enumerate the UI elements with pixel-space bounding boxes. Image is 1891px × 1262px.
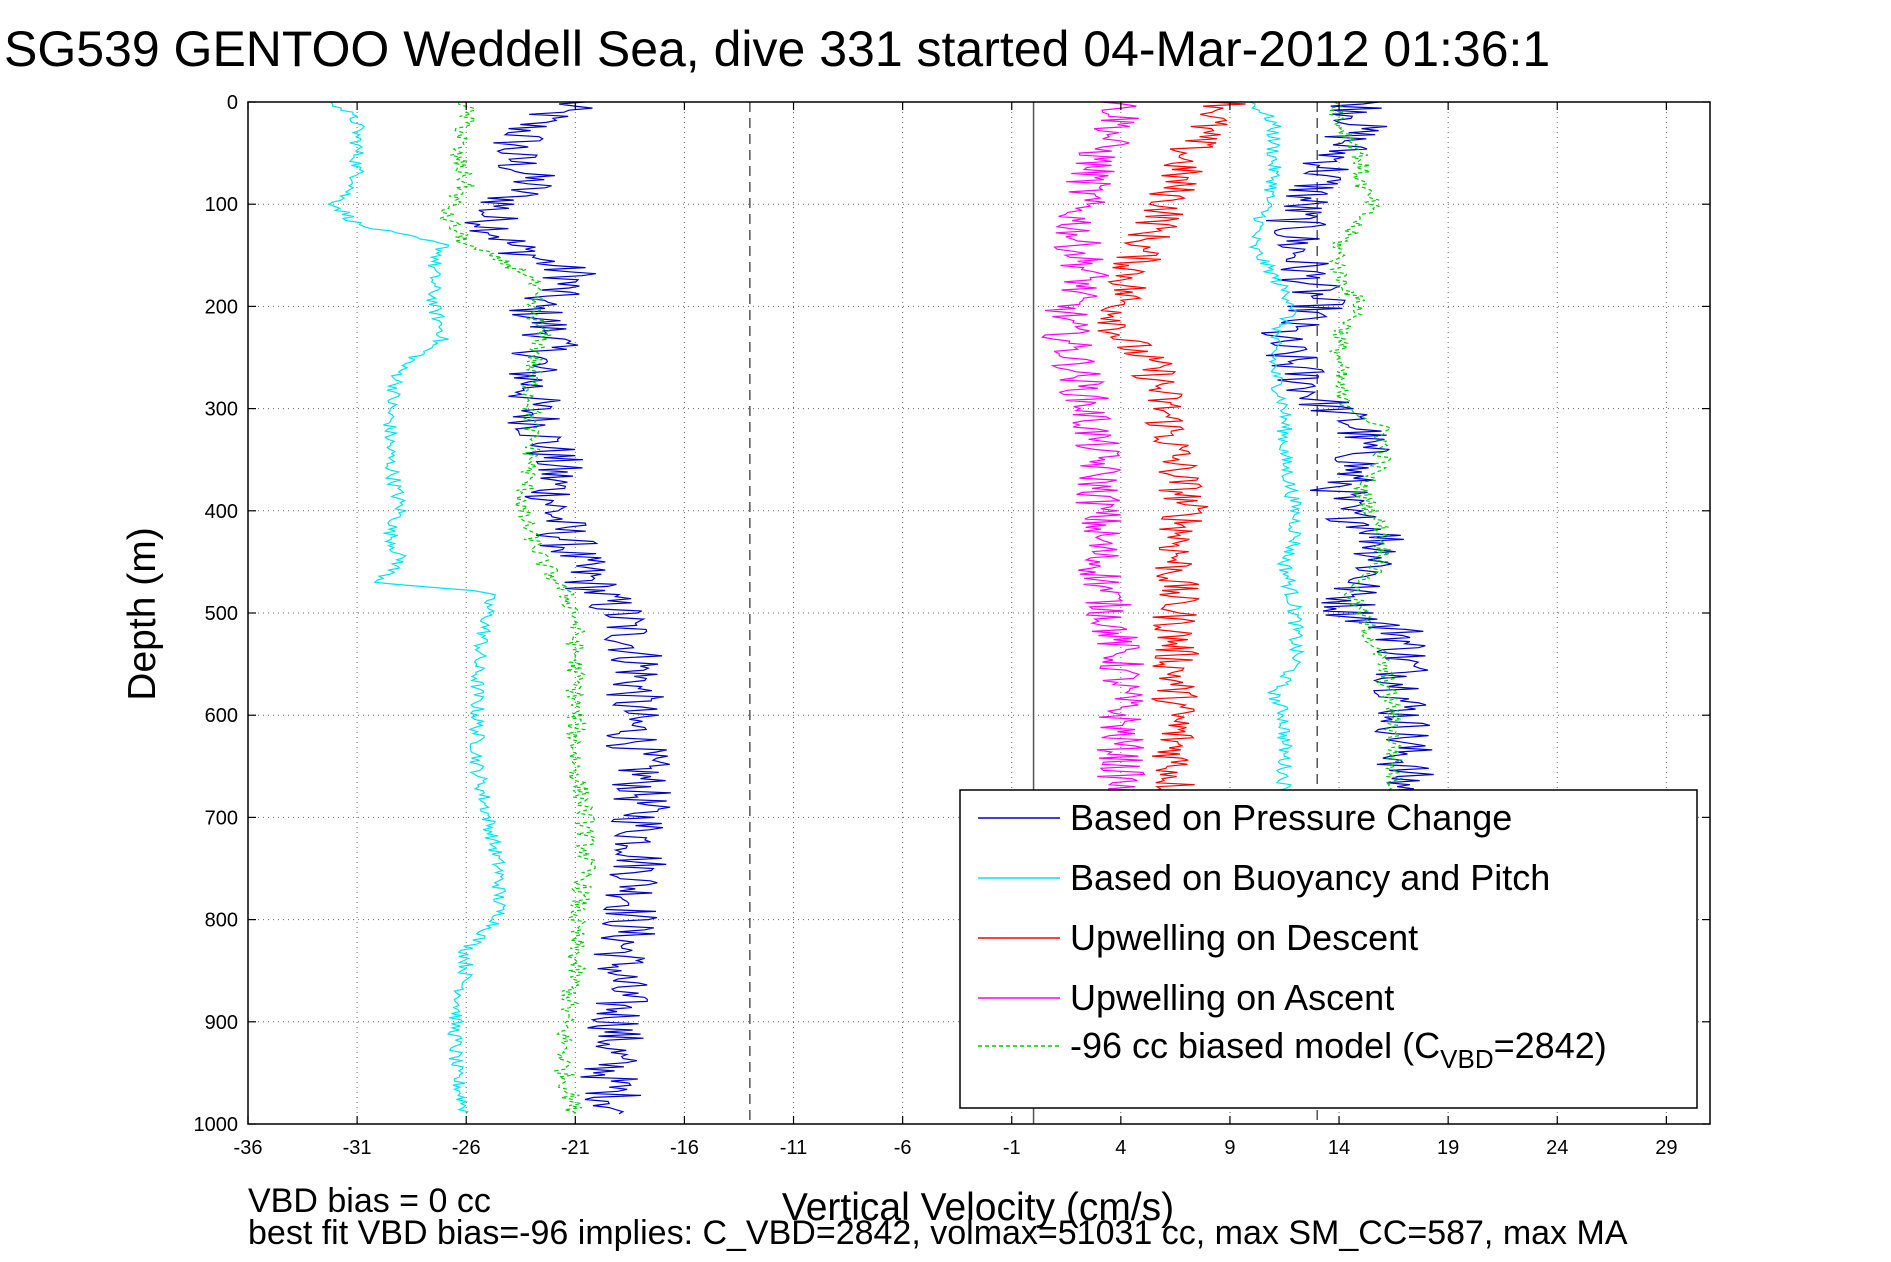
series-line-1-1 [1248,101,1306,798]
series-line-1-0 [327,101,507,1115]
x-tick-label: 9 [1224,1137,1235,1159]
y-tick-label: 900 [205,1012,238,1034]
series-line-2-0 [1097,101,1246,798]
chart-title: SG539 GENTOO Weddell Sea, dive 331 start… [4,21,1550,77]
best-fit-annotation: best fit VBD bias=-96 implies: C_VBD=284… [248,1214,1628,1252]
series-line-0-0 [464,101,671,1115]
series-line-4-1 [1328,101,1403,798]
y-tick-label: 600 [205,705,238,727]
legend-label-2: Upwelling on Descent [1070,917,1418,958]
series-line-4-0 [437,101,597,1115]
x-tick-label: -21 [561,1137,590,1159]
y-tick-label: 800 [205,910,238,932]
x-tick-label: 19 [1437,1137,1459,1159]
legend-box [959,789,1698,1109]
x-tick-label: 29 [1655,1137,1677,1159]
legend-label-3: Upwelling on Ascent [1070,977,1394,1018]
y-tick-label: 700 [205,807,238,829]
x-axis-ticks: -36 -31 -26 -21 -16 -11 -6 -1 4 9 14 19 24 29 [234,102,1677,1159]
x-tick-label: -36 [234,1137,263,1159]
x-tick-label: -6 [894,1137,912,1159]
y-tick-label: 1000 [194,1114,239,1136]
legend-label-4: -96 cc biased model (CVBD=2842) [1070,1025,1607,1074]
legend-label-0: Based on Pressure Change [1070,797,1512,838]
x-tick-label: 14 [1328,1137,1350,1159]
y-tick-label: 100 [205,194,238,216]
chart-legend: Based on Pressure Change Based on Buoyanc… [959,789,1698,1109]
y-tick-label: 400 [205,501,238,523]
x-tick-label: -16 [670,1137,699,1159]
y-tick-label: 300 [205,399,238,421]
series-line-0-1 [1261,101,1434,798]
y-tick-label: 200 [205,296,238,318]
x-tick-label: 24 [1546,1137,1568,1159]
y-tick-label: 0 [227,92,238,114]
series-line-3-0 [1040,101,1146,798]
x-tick-label: -11 [780,1137,807,1159]
y-axis-ticks: 0 100 200 300 400 500 600 700 800 900 1000 [194,92,1710,1136]
y-axis-label: Depth (m) [121,527,164,700]
x-tick-label: 4 [1115,1137,1126,1159]
x-tick-label: -31 [343,1137,372,1159]
x-axis-label: Vertical Velocity (cm/s) [782,1186,1174,1229]
vbd-bias-annotation: VBD bias = 0 cc [248,1182,491,1220]
series-lines [327,101,1434,1115]
legend-label-1: Based on Buoyancy and Pitch [1070,857,1550,898]
x-tick-label: -26 [452,1137,481,1159]
x-tick-label: -1 [1003,1137,1021,1159]
y-tick-label: 500 [205,603,238,625]
